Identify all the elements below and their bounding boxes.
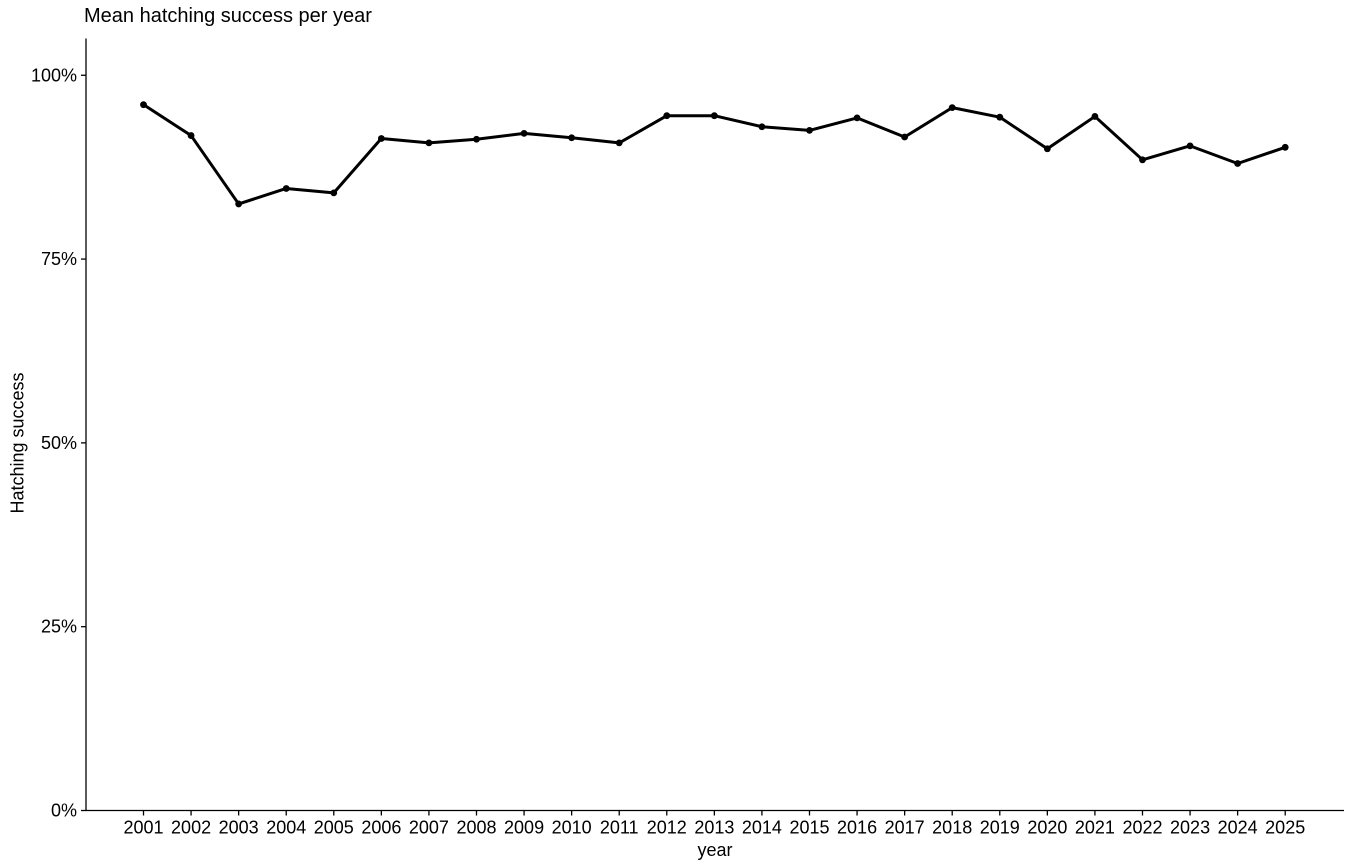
x-tick-label: 2024 (1218, 818, 1258, 838)
data-point-2020 (1043, 145, 1051, 153)
x-tick-label: 2014 (742, 818, 782, 838)
x-tick-label: 2020 (1027, 818, 1067, 838)
series-line (142, 103, 1287, 206)
x-tick-label: 2009 (504, 818, 544, 838)
x-tick-label: 2013 (694, 818, 734, 838)
x-tick-label: 2001 (123, 818, 163, 838)
data-point-2001 (140, 101, 147, 109)
x-tick-label: 2006 (361, 818, 401, 838)
x-tick-label: 2003 (219, 818, 259, 838)
data-point-2013 (710, 112, 718, 120)
data-point-2023 (1186, 142, 1194, 150)
data-point-2011 (615, 139, 623, 147)
x-tick-label: 2005 (314, 818, 354, 838)
data-point-2010 (568, 134, 576, 142)
data-point-2009 (520, 129, 528, 137)
data-point-2004 (282, 185, 290, 192)
data-point-2007 (425, 139, 433, 147)
x-tick-label: 2023 (1170, 818, 1210, 838)
data-point-2022 (1139, 156, 1146, 164)
y-axis-title: Hatching success (7, 372, 28, 514)
y-tick-label: 50% (41, 433, 77, 453)
data-point-2021 (1091, 113, 1099, 120)
x-tick-label: 2016 (837, 818, 877, 838)
y-tick-label: 25% (41, 617, 77, 637)
x-tick-label: 2022 (1122, 818, 1162, 838)
x-tick-label: 2017 (885, 818, 925, 838)
data-point-2024 (1234, 160, 1242, 167)
x-tick-label: 2025 (1265, 818, 1305, 838)
x-tick-label: 2008 (456, 818, 496, 838)
x-tick-label: 2018 (932, 818, 972, 838)
data-point-2014 (758, 123, 766, 131)
data-point-2019 (996, 113, 1004, 121)
x-tick-label: 2021 (1075, 818, 1115, 838)
data-point-2017 (901, 133, 909, 141)
x-tick-label: 2007 (409, 818, 449, 838)
x-tick-label: 2002 (171, 818, 211, 838)
data-point-2015 (806, 127, 813, 134)
data-point-2012 (663, 112, 671, 120)
y-tick-label: 75% (41, 249, 77, 269)
data-point-2003 (235, 200, 243, 208)
x-tick-label: 2004 (266, 818, 306, 838)
x-tick-label: 2012 (647, 818, 687, 838)
x-tick-label: 2011 (600, 818, 639, 838)
data-point-2005 (330, 189, 338, 197)
data-point-2006 (377, 135, 385, 142)
x-tick-label: 2019 (980, 818, 1020, 838)
data-point-2016 (853, 114, 861, 122)
data-point-2025 (1281, 143, 1289, 151)
chart-title: Mean hatching success per year (84, 5, 372, 27)
data-point-2002 (187, 132, 195, 139)
x-axis-title: year (697, 840, 733, 860)
x-tick-label: 2015 (789, 818, 829, 838)
data-point-2008 (473, 135, 480, 143)
x-tick-label: 2010 (552, 818, 592, 838)
y-tick-label: 0% (51, 801, 77, 821)
data-point-2018 (948, 104, 956, 112)
y-tick-label: 100% (31, 65, 77, 85)
